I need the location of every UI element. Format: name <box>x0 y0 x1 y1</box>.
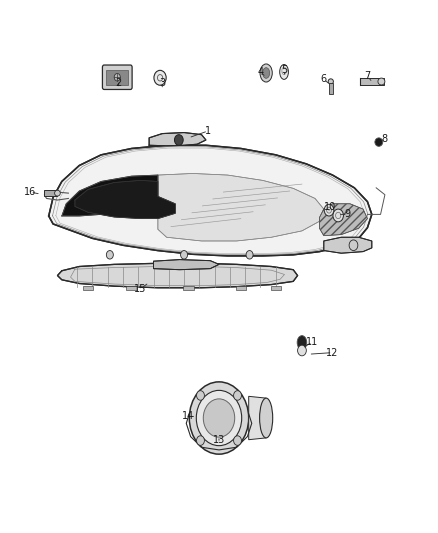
Polygon shape <box>158 173 324 241</box>
FancyBboxPatch shape <box>102 65 132 90</box>
Ellipse shape <box>375 138 383 147</box>
Ellipse shape <box>55 190 60 196</box>
Text: 12: 12 <box>326 348 339 358</box>
Polygon shape <box>324 237 372 253</box>
Bar <box>271 286 281 290</box>
Polygon shape <box>75 180 175 219</box>
Text: 2: 2 <box>116 78 122 88</box>
Circle shape <box>349 240 358 251</box>
Circle shape <box>114 74 120 81</box>
Ellipse shape <box>280 64 288 79</box>
Circle shape <box>197 391 205 400</box>
Ellipse shape <box>260 398 273 438</box>
Polygon shape <box>149 133 206 146</box>
Text: 4: 4 <box>258 67 264 77</box>
Ellipse shape <box>378 78 385 85</box>
Circle shape <box>174 135 183 146</box>
Bar <box>329 83 332 94</box>
Text: 8: 8 <box>382 134 388 144</box>
Circle shape <box>297 345 306 356</box>
Bar <box>127 286 137 290</box>
Circle shape <box>154 70 166 85</box>
Circle shape <box>246 251 253 259</box>
Circle shape <box>233 391 241 400</box>
Polygon shape <box>319 204 367 236</box>
Text: 16: 16 <box>24 187 36 197</box>
Polygon shape <box>249 397 266 440</box>
Circle shape <box>233 436 241 446</box>
Ellipse shape <box>260 64 272 82</box>
Bar <box>360 78 384 85</box>
Text: 5: 5 <box>281 65 288 75</box>
Bar <box>106 70 128 85</box>
Circle shape <box>203 399 235 437</box>
Circle shape <box>180 251 187 259</box>
Bar <box>236 286 246 290</box>
Polygon shape <box>57 263 297 288</box>
Text: 14: 14 <box>182 411 194 422</box>
Text: 13: 13 <box>213 435 225 446</box>
Text: 1: 1 <box>205 126 211 136</box>
Text: 6: 6 <box>321 75 327 84</box>
Circle shape <box>106 251 113 259</box>
Ellipse shape <box>297 336 307 350</box>
Polygon shape <box>153 260 219 270</box>
Polygon shape <box>62 175 158 216</box>
Bar <box>44 190 57 196</box>
Ellipse shape <box>263 68 270 78</box>
Text: 15: 15 <box>134 284 147 294</box>
Text: 11: 11 <box>306 337 318 347</box>
Circle shape <box>197 436 205 446</box>
Circle shape <box>333 209 343 222</box>
Ellipse shape <box>328 79 333 84</box>
Text: 3: 3 <box>159 78 165 88</box>
Text: 7: 7 <box>364 71 371 81</box>
Polygon shape <box>49 146 372 256</box>
Bar <box>183 286 194 290</box>
Bar <box>83 286 93 290</box>
Text: 10: 10 <box>324 202 336 212</box>
Text: 9: 9 <box>345 209 351 220</box>
Circle shape <box>196 390 242 446</box>
Circle shape <box>324 204 334 216</box>
Circle shape <box>189 382 249 454</box>
